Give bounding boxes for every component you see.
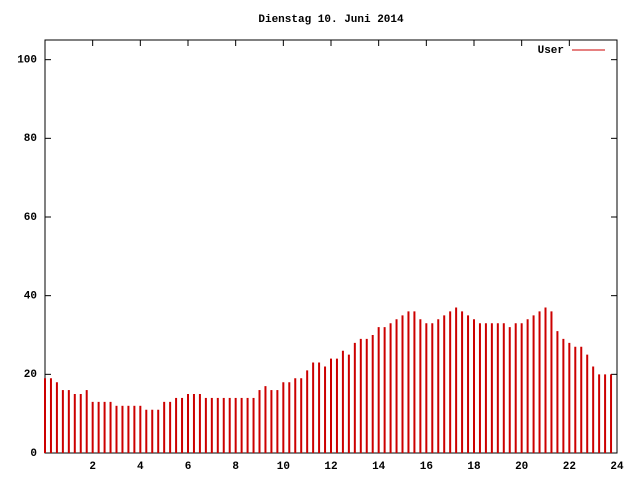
x-tick-label: 14 bbox=[372, 461, 386, 473]
x-tick-label: 12 bbox=[324, 461, 337, 473]
x-tick-label: 22 bbox=[563, 461, 576, 473]
x-tick-label: 6 bbox=[185, 461, 192, 473]
x-tick-label: 10 bbox=[277, 461, 290, 473]
x-tick-label: 20 bbox=[515, 461, 528, 473]
x-tick-label: 4 bbox=[137, 461, 144, 473]
x-tick-label: 18 bbox=[467, 461, 481, 473]
y-tick-label: 80 bbox=[24, 133, 37, 145]
x-tick-label: 8 bbox=[232, 461, 239, 473]
legend-label: User bbox=[538, 45, 564, 57]
y-tick-label: 40 bbox=[24, 291, 37, 303]
x-tick-label: 2 bbox=[89, 461, 96, 473]
chart-title: Dienstag 10. Juni 2014 bbox=[258, 14, 404, 26]
y-tick-label: 60 bbox=[24, 212, 37, 224]
y-tick-label: 100 bbox=[17, 55, 37, 67]
x-tick-label: 16 bbox=[420, 461, 433, 473]
y-tick-label: 20 bbox=[24, 369, 37, 381]
y-tick-label: 0 bbox=[30, 448, 37, 460]
x-tick-label: 24 bbox=[610, 461, 624, 473]
